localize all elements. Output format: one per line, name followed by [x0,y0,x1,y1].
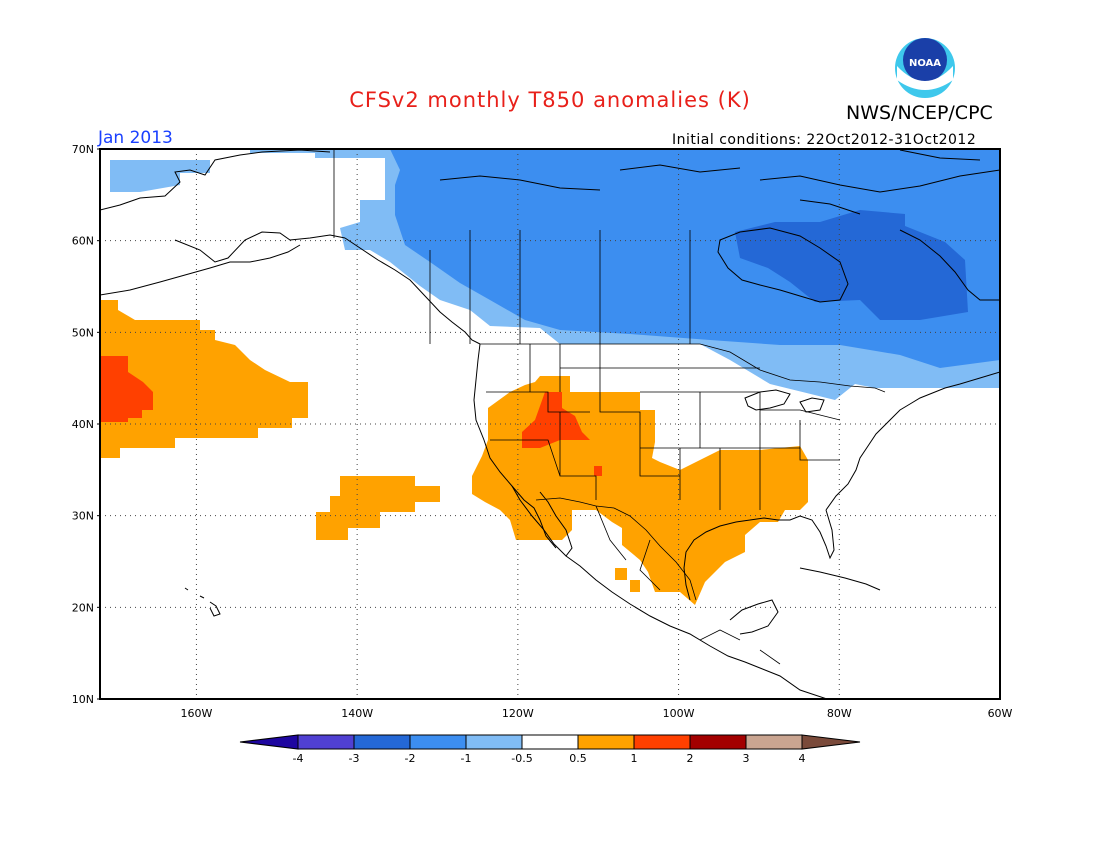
lat-tick-label: 50N [72,326,94,339]
colorbar-arrow-high [801,734,861,750]
mexico-state-lines [595,505,781,665]
colorbar-label: 1 [631,752,638,765]
colorbar-box [633,734,691,750]
us-state-lines [486,344,841,510]
political-borders [333,149,886,665]
forecast-period: Jan 2013 [98,128,173,148]
hawaii-islands [184,587,221,617]
anomaly-region-red-pacific [100,356,153,422]
lon-tick-label: 120W [502,707,534,720]
alaska-coastline [100,149,346,296]
us-canada-border [333,149,886,393]
colorbar-box [297,734,355,750]
anomaly-region-orange-subtropical [316,476,440,540]
hudson-bay [717,227,849,303]
labrador-coast [899,229,1000,301]
colorbar-arrow-low [239,734,299,750]
colorbar-label: 4 [799,752,806,765]
east-coast [825,371,1000,511]
lat-tick-label: 70N [72,143,94,156]
colorbar-box [409,734,467,750]
initial-conditions: Initial conditions: 22Oct2012-31Oct2012 [672,132,977,148]
anomaly-region-dark-blue [735,210,968,320]
anomaly-region-orange-us [472,376,808,605]
colorbar-label: 3 [743,752,750,765]
lat-tick-label: 60N [72,235,94,248]
lon-tick-label: 60W [988,707,1013,720]
yucatan [729,599,779,635]
us-west-coast [473,343,557,549]
colorbar-label: -3 [349,752,360,765]
anomaly-layer [100,149,1000,605]
lon-tick-label: 80W [827,707,852,720]
arctic-islands [439,149,1000,215]
colorbar-label: -0.5 [511,752,532,765]
lon-tick-label: 140W [341,707,373,720]
latitude-labels: 10N 20N 30N 40N 50N 60N 70N [72,143,100,706]
us-mexico-border [535,497,697,601]
anomaly-region-red-us [522,392,602,476]
colorbar-label: -1 [461,752,472,765]
coastlines [100,149,1000,699]
agency-label: NWS/NCEP/CPC [846,102,993,124]
lon-tick-label: 100W [663,707,695,720]
colorbar-box [353,734,411,750]
colorbar: -4 -3 -2 -1 -0.5 0.5 1 2 3 4 [239,734,861,765]
colorbar-box [745,734,803,750]
lat-tick-label: 30N [72,510,94,523]
colorbar-box [577,734,635,750]
colorbar-label: -2 [405,752,416,765]
anomaly-region-blue [390,149,1000,368]
gulf-coast [683,509,835,601]
colorbar-label: -4 [293,752,304,765]
cuba [799,567,881,591]
map-title: CFSv2 monthly T850 anomalies (K) [349,88,751,112]
lat-tick-label: 20N [72,601,94,614]
anomaly-region-orange-mexico [615,568,640,592]
logo-text: NOAA [909,58,941,69]
lat-tick-label: 40N [72,418,94,431]
colorbar-box [465,734,523,750]
canada-province-lines [429,230,691,344]
colorbar-box [521,734,579,750]
gridlines [100,149,1000,699]
great-lakes [744,389,825,413]
canada-pacific-coast [344,237,481,345]
longitude-labels: 160W 140W 120W 100W 80W 60W [180,707,1012,720]
noaa-logo: NOAA [895,38,955,98]
anomaly-region-orange-pacific [100,300,308,458]
lat-tick-label: 10N [72,693,94,706]
colorbar-label: 0.5 [569,752,587,765]
colorbar-box [689,734,747,750]
mexico-pacific-coast [565,555,829,699]
lon-tick-label: 160W [180,707,212,720]
colorbar-label: 2 [687,752,694,765]
